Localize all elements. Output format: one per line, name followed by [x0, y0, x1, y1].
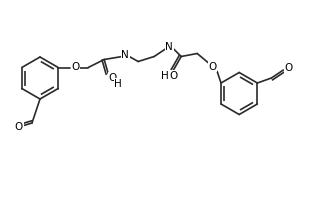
Text: O: O	[284, 63, 292, 73]
Text: O: O	[108, 72, 116, 83]
Text: N: N	[121, 49, 129, 59]
Text: H: H	[114, 78, 122, 88]
Text: H: H	[161, 71, 169, 81]
Text: N: N	[165, 42, 173, 51]
Text: O: O	[15, 122, 23, 132]
Text: O: O	[208, 61, 216, 72]
Text: O: O	[169, 71, 177, 81]
Text: O: O	[71, 62, 79, 72]
